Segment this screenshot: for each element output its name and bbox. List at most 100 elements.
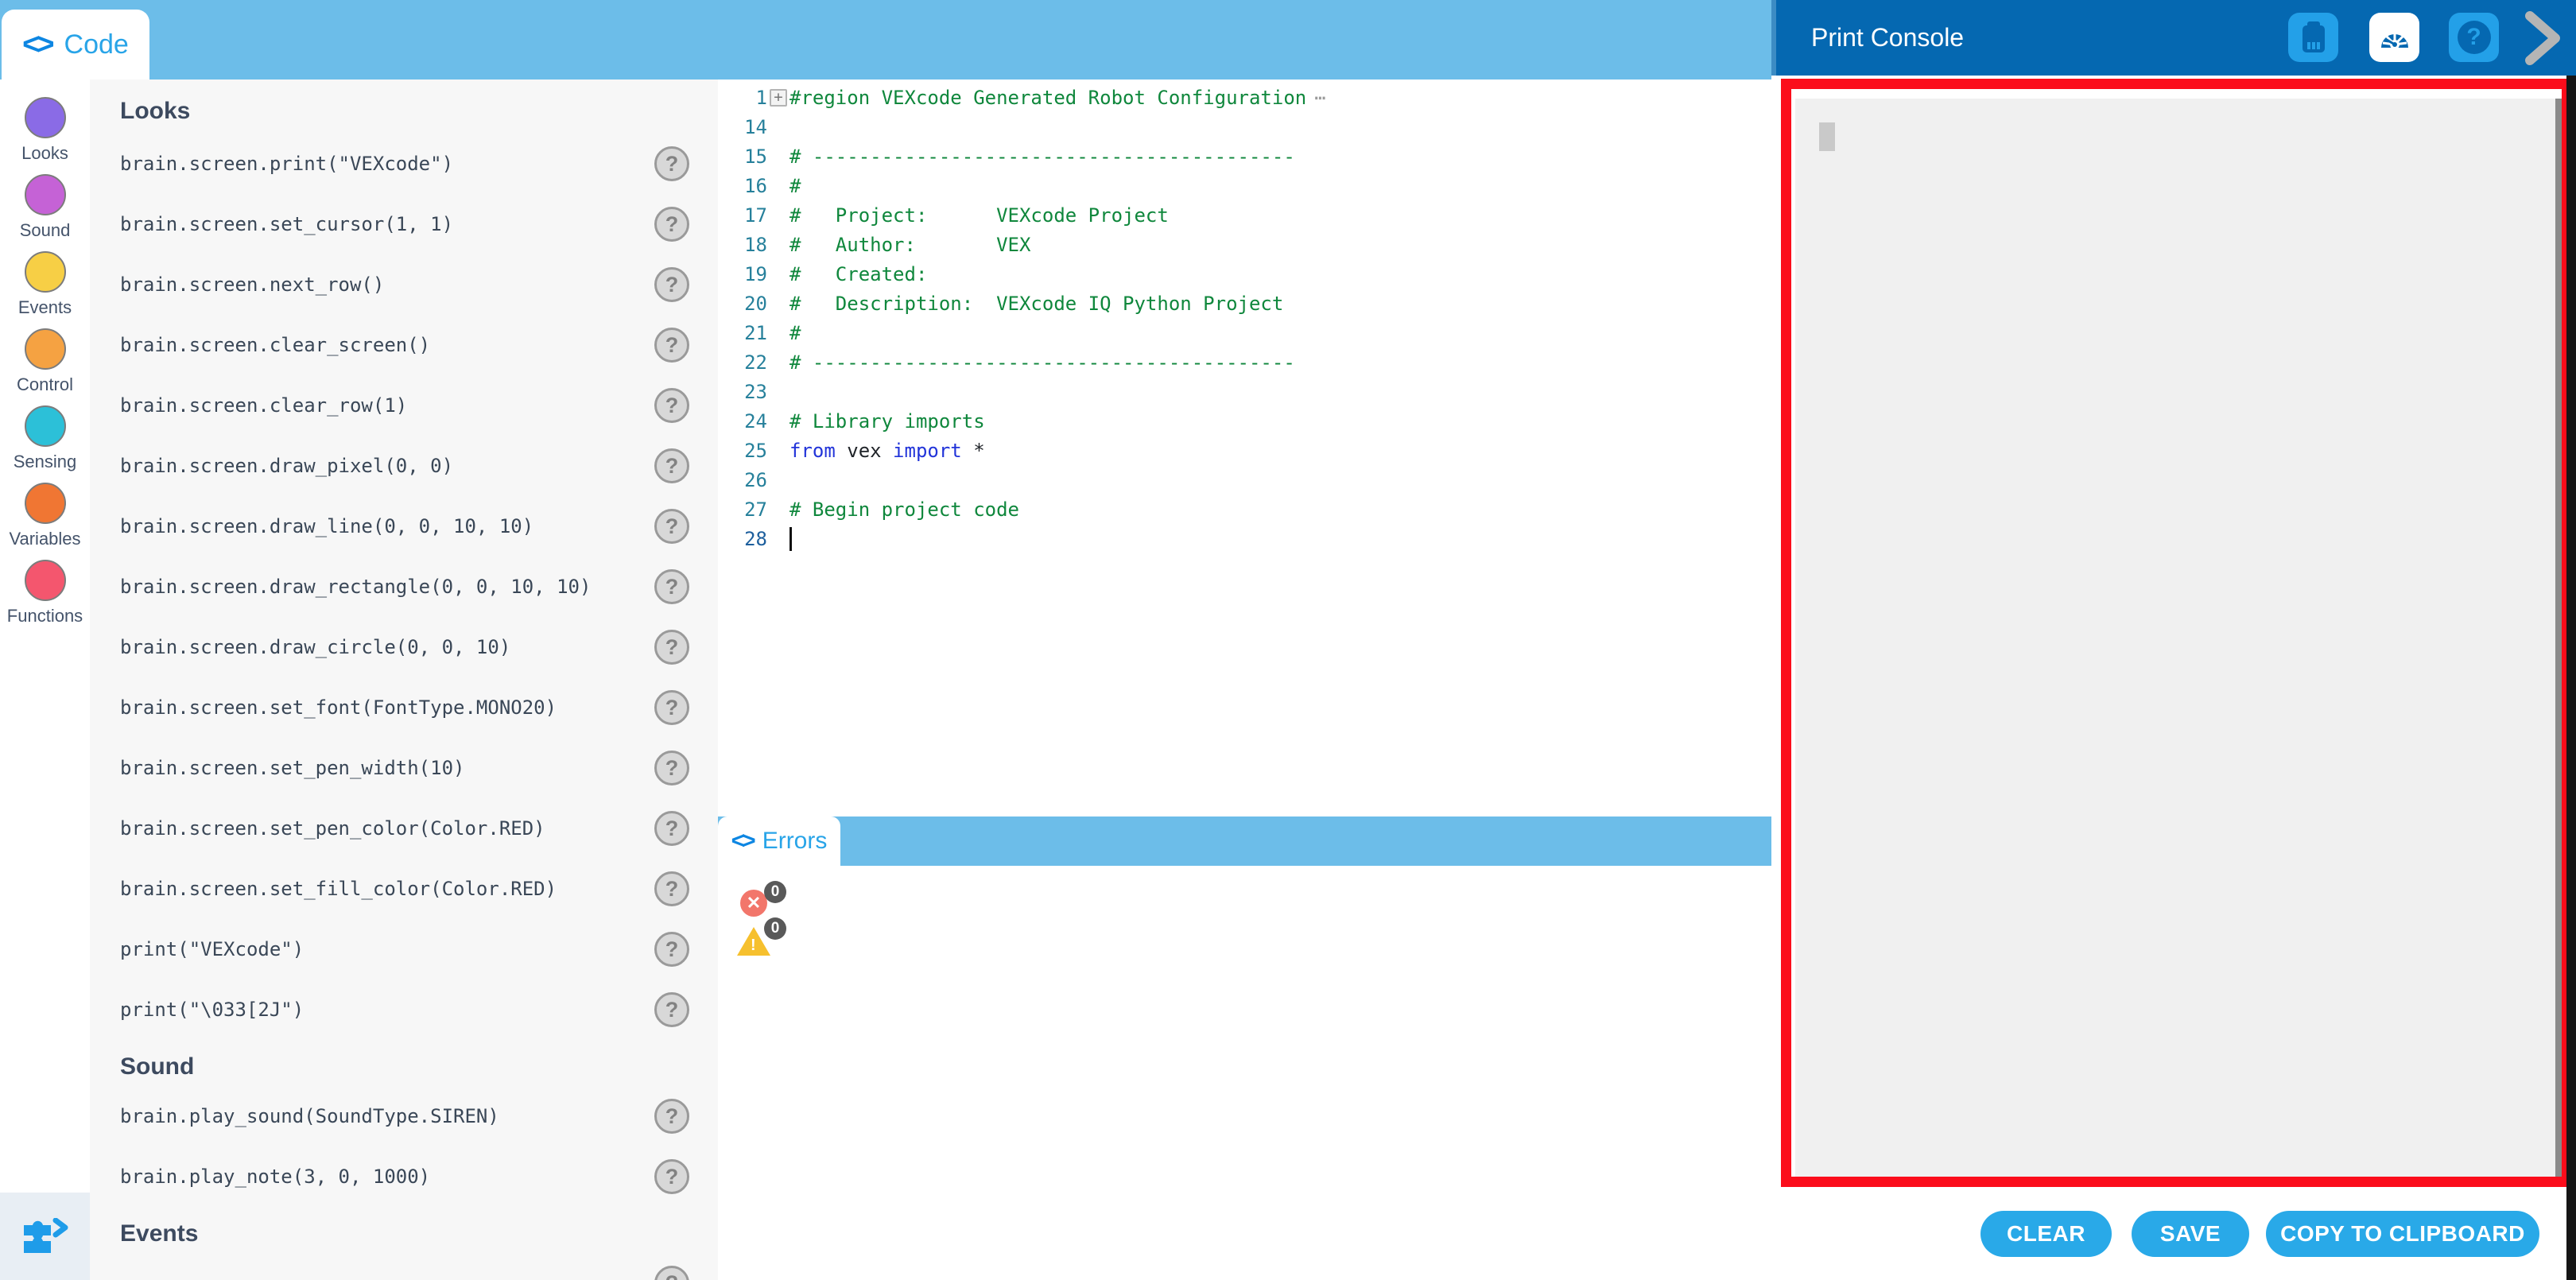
line-number: 1 xyxy=(718,87,767,109)
command-help-icon[interactable]: ? xyxy=(654,509,689,544)
blocks-toggle-button[interactable] xyxy=(0,1193,90,1280)
command-snippet-text[interactable]: print("\033[2J") xyxy=(120,999,304,1021)
sidebar-item-sound[interactable]: Sound xyxy=(0,174,90,251)
errors-bar xyxy=(718,816,1771,866)
palette-command-row[interactable]: print("VEXcode")? xyxy=(120,919,718,979)
command-snippet-text[interactable]: brain.screen.set_font(FontType.MONO20) xyxy=(120,696,557,719)
editor-line[interactable]: 22# ------------------------------------… xyxy=(718,347,1771,377)
command-help-icon[interactable]: ? xyxy=(654,630,689,665)
palette-command-row[interactable]: brain.screen.next_row()? xyxy=(120,254,718,315)
fold-expand-icon[interactable]: + xyxy=(770,89,787,107)
palette-command-row[interactable]: ? xyxy=(120,1253,718,1280)
editor-line[interactable]: 24# Library imports xyxy=(718,406,1771,436)
clear-button[interactable]: CLEAR xyxy=(1980,1211,2112,1257)
sidebar-item-functions[interactable]: Functions xyxy=(0,560,90,637)
palette-command-row[interactable]: brain.screen.set_fill_color(Color.RED)? xyxy=(120,859,718,919)
command-snippet-text[interactable]: brain.screen.draw_rectangle(0, 0, 10, 10… xyxy=(120,576,591,598)
editor-line[interactable]: 26 xyxy=(718,465,1771,495)
editor-line[interactable]: 28 xyxy=(718,524,1771,553)
command-snippet-text[interactable]: brain.screen.clear_screen() xyxy=(120,334,430,356)
palette-command-row[interactable]: brain.play_note(3, 0, 1000)? xyxy=(120,1146,718,1207)
editor-line[interactable]: 23 xyxy=(718,377,1771,406)
editor-line[interactable]: 1+#region VEXcode Generated Robot Config… xyxy=(718,83,1771,112)
command-snippet-text[interactable]: brain.screen.print("VEXcode") xyxy=(120,153,453,175)
sidebar-item-label: Sound xyxy=(20,220,71,241)
sidebar-item-events[interactable]: Events xyxy=(0,251,90,328)
brain-status-button[interactable] xyxy=(2288,13,2338,62)
code-token: from xyxy=(789,440,836,462)
editor-line[interactable]: 18 # Author: VEX xyxy=(718,230,1771,259)
command-help-icon[interactable]: ? xyxy=(654,811,689,846)
command-snippet-text[interactable]: brain.screen.set_cursor(1, 1) xyxy=(120,213,453,235)
command-help-icon[interactable]: ? xyxy=(654,1266,689,1280)
palette-command-row[interactable]: brain.screen.draw_circle(0, 0, 10)? xyxy=(120,617,718,677)
warning-count-badge: 0 xyxy=(764,917,786,940)
command-help-icon[interactable]: ? xyxy=(654,267,689,302)
editor-line[interactable]: 25from vex import * xyxy=(718,436,1771,465)
tab-errors[interactable]: <> Errors xyxy=(718,816,840,866)
command-help-icon[interactable]: ? xyxy=(654,1099,689,1134)
command-snippet-text[interactable]: brain.screen.draw_pixel(0, 0) xyxy=(120,455,453,477)
palette-command-row[interactable]: brain.screen.draw_line(0, 0, 10, 10)? xyxy=(120,496,718,557)
command-help-icon[interactable]: ? xyxy=(654,448,689,483)
code-editor[interactable]: 1+#region VEXcode Generated Robot Config… xyxy=(718,80,1771,816)
console-output-area[interactable] xyxy=(1795,99,2562,1177)
command-snippet-text[interactable]: brain.screen.clear_row(1) xyxy=(120,394,407,417)
sidebar-item-variables[interactable]: Variables xyxy=(0,483,90,560)
tab-code[interactable]: <> Code xyxy=(2,10,149,80)
command-help-icon[interactable]: ? xyxy=(654,690,689,725)
editor-line[interactable]: 17# Project: VEXcode Project xyxy=(718,200,1771,230)
command-snippet-text[interactable]: brain.screen.draw_circle(0, 0, 10) xyxy=(120,636,510,658)
editor-line[interactable]: 16# xyxy=(718,171,1771,200)
command-help-icon[interactable]: ? xyxy=(654,992,689,1027)
command-help-icon[interactable]: ? xyxy=(654,388,689,423)
command-help-icon[interactable]: ? xyxy=(654,1159,689,1194)
palette-command-row[interactable]: brain.screen.print("VEXcode")? xyxy=(120,134,718,194)
palette-command-row[interactable]: brain.screen.set_pen_color(Color.RED)? xyxy=(120,798,718,859)
palette-command-row[interactable]: print("\033[2J")? xyxy=(120,979,718,1040)
help-button[interactable]: ? xyxy=(2449,13,2499,62)
console-scrollbar[interactable] xyxy=(2555,99,2562,1177)
sidebar-item-looks[interactable]: Looks xyxy=(0,97,90,174)
command-snippet-text[interactable]: brain.play_note(3, 0, 1000) xyxy=(120,1166,430,1188)
category-sidebar: Looks Sound EventsControlSensingVariablesF… xyxy=(0,80,90,1193)
command-snippet-text[interactable]: print("VEXcode") xyxy=(120,938,304,960)
palette-command-row[interactable]: brain.screen.clear_row(1)? xyxy=(120,375,718,436)
palette-command-row[interactable]: brain.screen.draw_pixel(0, 0)? xyxy=(120,436,718,496)
command-help-icon[interactable]: ? xyxy=(654,751,689,785)
command-help-icon[interactable]: ? xyxy=(654,328,689,363)
console-dashboard-button[interactable] xyxy=(2369,13,2419,62)
collapse-panel-button[interactable] xyxy=(2522,11,2563,69)
command-help-icon[interactable]: ? xyxy=(654,146,689,181)
line-number: 18 xyxy=(718,234,767,256)
editor-line[interactable]: 27# Begin project code xyxy=(718,495,1771,524)
command-snippet-text[interactable]: brain.screen.draw_line(0, 0, 10, 10) xyxy=(120,515,533,537)
editor-line[interactable]: 15# ------------------------------------… xyxy=(718,142,1771,171)
command-help-icon[interactable]: ? xyxy=(654,932,689,967)
command-help-icon[interactable]: ? xyxy=(654,871,689,906)
command-help-icon[interactable]: ? xyxy=(654,569,689,604)
editor-line[interactable]: 20# Description: VEXcode IQ Python Proje… xyxy=(718,289,1771,318)
save-button[interactable]: SAVE xyxy=(2132,1211,2249,1257)
editor-line[interactable]: 21# xyxy=(718,318,1771,347)
command-snippet-text[interactable]: brain.play_sound(SoundType.SIREN) xyxy=(120,1105,499,1127)
command-snippet-text[interactable]: brain.screen.set_pen_width(10) xyxy=(120,757,464,779)
fold-ellipsis-icon[interactable]: ⋯ xyxy=(1314,87,1327,109)
palette-command-row[interactable]: brain.screen.set_font(FontType.MONO20)? xyxy=(120,677,718,738)
sidebar-item-control[interactable]: Control xyxy=(0,328,90,405)
command-snippet-text[interactable]: brain.screen.set_pen_color(Color.RED) xyxy=(120,817,545,840)
editor-line[interactable]: 14 xyxy=(718,112,1771,142)
command-snippet-text[interactable]: brain.screen.set_fill_color(Color.RED) xyxy=(120,878,557,900)
palette-command-row[interactable]: brain.play_sound(SoundType.SIREN)? xyxy=(120,1086,718,1146)
command-snippet-text[interactable]: brain.screen.next_row() xyxy=(120,273,384,296)
palette-command-row[interactable]: brain.screen.draw_rectangle(0, 0, 10, 10… xyxy=(120,557,718,617)
palette-command-row[interactable]: brain.screen.set_pen_width(10)? xyxy=(120,738,718,798)
copy-to-clipboard-button[interactable]: COPY TO CLIPBOARD xyxy=(2266,1211,2539,1257)
command-help-icon[interactable]: ? xyxy=(654,207,689,242)
events-category-icon xyxy=(25,251,66,293)
code-comment-text: # Author: VEX xyxy=(789,234,1030,256)
palette-command-row[interactable]: brain.screen.clear_screen()? xyxy=(120,315,718,375)
sidebar-item-sensing[interactable]: Sensing xyxy=(0,405,90,483)
editor-line[interactable]: 19# Created: xyxy=(718,259,1771,289)
palette-command-row[interactable]: brain.screen.set_cursor(1, 1)? xyxy=(120,194,718,254)
